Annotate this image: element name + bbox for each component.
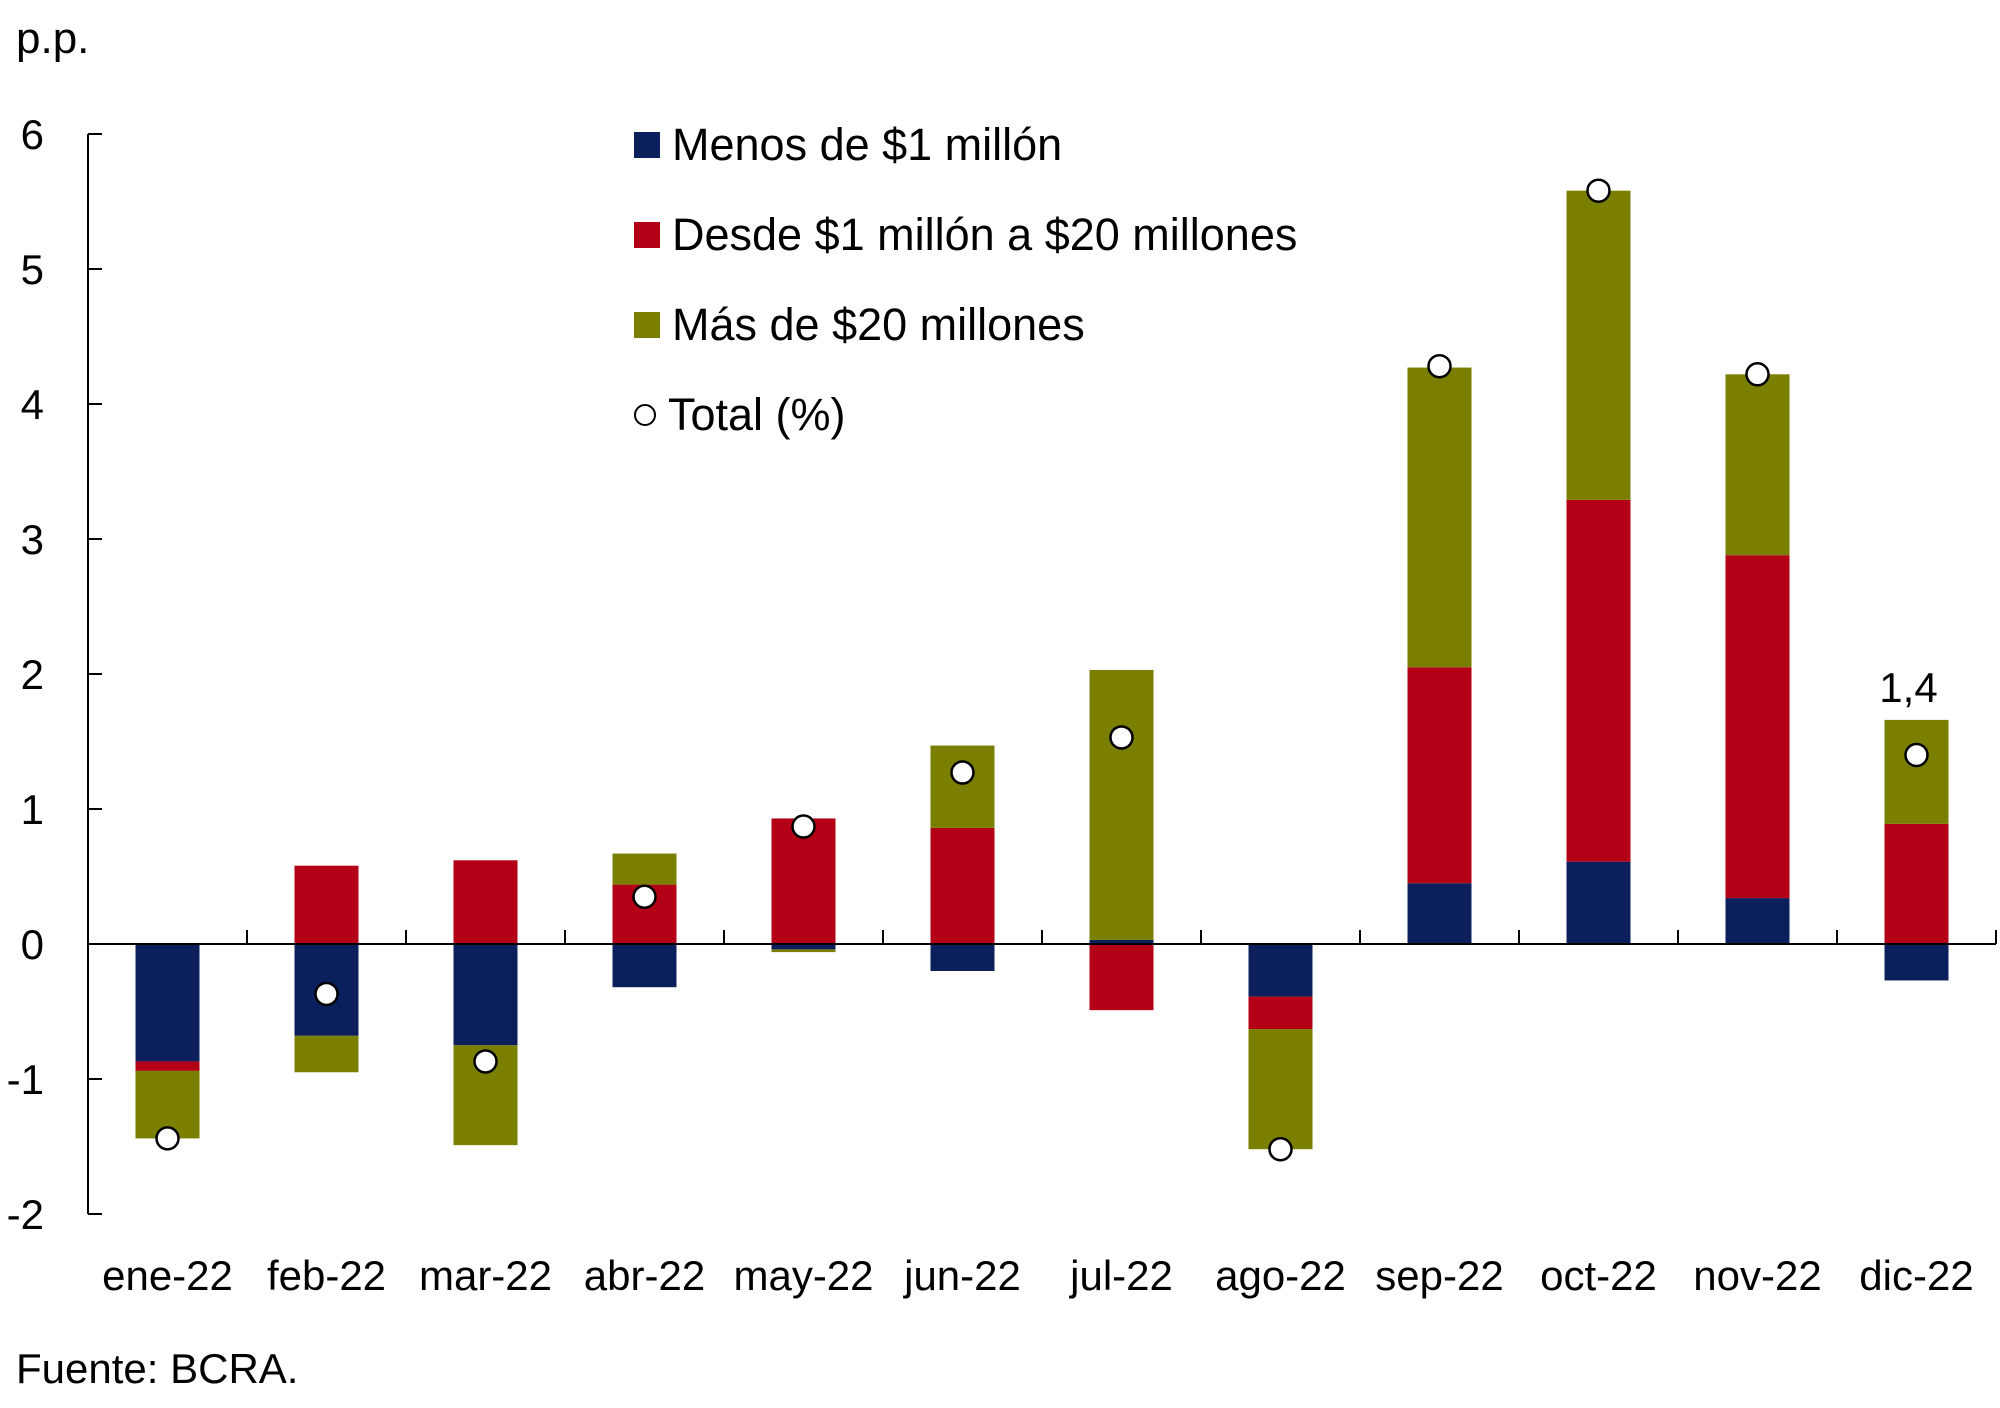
axes-layer: -2 -1 0 1 2 3 4 5 6 ene-22 feb-22 mar-22 abr-22 may-2… bbox=[7, 111, 1997, 1299]
bar-segment-may-22-s1 bbox=[771, 818, 836, 944]
y-tick-label: 5 bbox=[21, 246, 44, 293]
bar-segment-jul-22-s2 bbox=[1089, 669, 1154, 940]
total-point-sep-22 bbox=[1427, 353, 1452, 379]
x-tick-label: dic-22 bbox=[1859, 1252, 1973, 1299]
bar-segment-mar-22-s1 bbox=[453, 860, 518, 944]
bar-segment-jul-22-s1 bbox=[1089, 944, 1154, 1011]
bar-segment-ago-22-s2 bbox=[1248, 1029, 1313, 1150]
bar-segment-abr-22-s2 bbox=[612, 853, 677, 885]
source-note: Fuente: BCRA. bbox=[16, 1345, 299, 1392]
bar-segment-nov-22-s0 bbox=[1725, 898, 1790, 944]
bar-segment-nov-22-s1 bbox=[1725, 555, 1790, 899]
legend-item-small: Menos de $1 millón bbox=[634, 100, 1297, 190]
bar-segment-mar-22-s0 bbox=[453, 944, 518, 1046]
total-point-jul-22 bbox=[1109, 725, 1134, 750]
y-tick-label: -1 bbox=[7, 1056, 44, 1103]
legend-item-medium: Desde $1 millón a $20 millones bbox=[634, 190, 1297, 280]
total-point-dic-22 bbox=[1904, 742, 1929, 768]
legend-swatch-olive bbox=[634, 312, 660, 338]
x-tick-label: may-22 bbox=[733, 1252, 873, 1299]
data-label-dic-22: 1,4 bbox=[1879, 664, 1937, 711]
bars-layer bbox=[135, 190, 1949, 1150]
total-point-feb-22 bbox=[314, 981, 339, 1007]
bar-segment-oct-22-s0 bbox=[1566, 861, 1631, 944]
bar-segment-ene-22-s0 bbox=[135, 944, 200, 1062]
x-tick-label: abr-22 bbox=[584, 1252, 705, 1299]
bar-segment-feb-22-s1 bbox=[294, 865, 359, 944]
y-axis-unit-label: p.p. bbox=[16, 14, 90, 63]
bar-segment-abr-22-s0 bbox=[612, 944, 677, 988]
x-tick-label: nov-22 bbox=[1693, 1252, 1821, 1299]
y-tick-label: 0 bbox=[21, 921, 44, 968]
legend-label: Menos de $1 millón bbox=[672, 119, 1063, 170]
total-point-oct-22 bbox=[1586, 178, 1611, 203]
legend-item-large: Más de $20 millones bbox=[634, 280, 1297, 370]
legend-swatch-red bbox=[634, 222, 660, 248]
x-tick-label: mar-22 bbox=[419, 1252, 552, 1299]
total-point-ago-22 bbox=[1268, 1136, 1293, 1162]
legend-swatch-navy bbox=[634, 132, 660, 158]
y-tick-label: -2 bbox=[7, 1191, 44, 1238]
bar-segment-sep-22-s1 bbox=[1407, 667, 1472, 884]
bar-segment-ago-22-s0 bbox=[1248, 944, 1313, 997]
bar-segment-may-22-s2 bbox=[771, 949, 836, 953]
total-point-may-22 bbox=[791, 814, 816, 839]
x-tick-label: sep-22 bbox=[1375, 1252, 1503, 1299]
legend-circle-icon bbox=[634, 404, 656, 426]
y-tick-label: 6 bbox=[21, 111, 44, 158]
x-tick-label: oct-22 bbox=[1540, 1252, 1657, 1299]
bar-segment-dic-22-s2 bbox=[1884, 719, 1949, 824]
legend-item-total: Total (%) bbox=[634, 370, 1297, 460]
x-tick-label: ene-22 bbox=[102, 1252, 233, 1299]
total-point-mar-22 bbox=[473, 1049, 498, 1074]
total-point-nov-22 bbox=[1745, 362, 1770, 387]
y-tick-label: 1 bbox=[21, 786, 44, 833]
bar-segment-may-22-s0 bbox=[771, 944, 836, 950]
bar-segment-jun-22-s2 bbox=[930, 745, 995, 828]
y-tick-label: 4 bbox=[21, 381, 44, 428]
x-tick-label: jun-22 bbox=[902, 1252, 1021, 1299]
bar-segment-sep-22-s0 bbox=[1407, 883, 1472, 944]
total-point-ene-22 bbox=[155, 1126, 180, 1151]
legend-label: Desde $1 millón a $20 millones bbox=[672, 209, 1298, 260]
bar-segment-nov-22-s2 bbox=[1725, 374, 1790, 556]
bar-segment-dic-22-s1 bbox=[1884, 823, 1949, 944]
x-tick-label: feb-22 bbox=[267, 1252, 386, 1299]
bar-segment-jul-22-s0 bbox=[1089, 939, 1154, 944]
bar-segment-sep-22-s2 bbox=[1407, 367, 1472, 668]
legend-label: Más de $20 millones bbox=[672, 299, 1085, 350]
total-points-layer bbox=[155, 178, 1929, 1162]
x-tick-label: jul-22 bbox=[1068, 1252, 1173, 1299]
bar-segment-ago-22-s1 bbox=[1248, 996, 1313, 1030]
total-point-abr-22 bbox=[632, 884, 657, 909]
bar-segment-jun-22-s1 bbox=[930, 827, 995, 944]
total-point-jun-22 bbox=[950, 760, 975, 785]
bar-segment-jun-22-s0 bbox=[930, 944, 995, 971]
bar-segment-ene-22-s1 bbox=[135, 1061, 200, 1071]
annotations-layer: 1,4 bbox=[1879, 664, 1937, 711]
bar-segment-oct-22-s2 bbox=[1566, 190, 1631, 500]
bar-segment-feb-22-s2 bbox=[294, 1035, 359, 1073]
legend: Menos de $1 millón Desde $1 millón a $20… bbox=[634, 100, 1297, 460]
y-tick-label: 3 bbox=[21, 516, 44, 563]
y-tick-label: 2 bbox=[21, 651, 44, 698]
bar-segment-oct-22-s1 bbox=[1566, 499, 1631, 862]
bar-segment-dic-22-s0 bbox=[1884, 944, 1949, 981]
x-tick-label: ago-22 bbox=[1215, 1252, 1346, 1299]
legend-label: Total (%) bbox=[668, 389, 846, 440]
